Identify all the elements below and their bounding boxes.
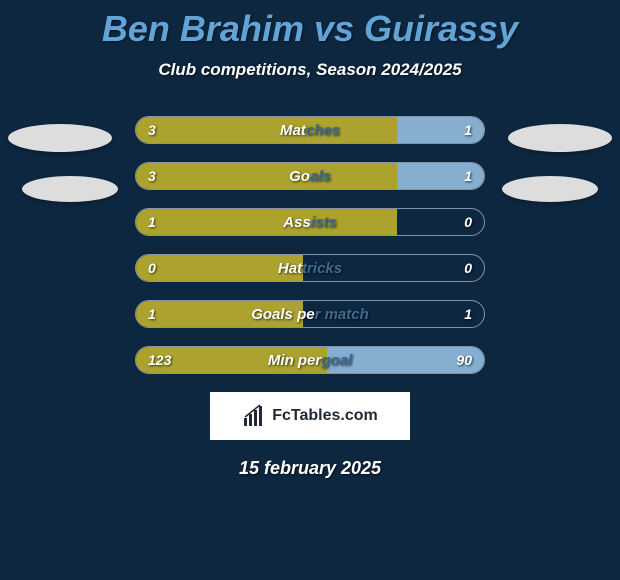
stat-label-right-part: r match: [315, 306, 369, 323]
stat-label-right-part: ists: [311, 214, 337, 231]
stat-label-left-part: Hat: [278, 260, 302, 277]
stat-row: 00Hattricks: [135, 254, 485, 282]
stat-label-left-part: Ass: [283, 214, 311, 231]
stat-label-left-part: Min per: [268, 352, 321, 369]
stat-row: 11Goals per match: [135, 300, 485, 328]
comparison-bars: 31Matches 31Goals 10Assists 00Hattricks 11Go…: [135, 116, 485, 374]
player-right-badge-2: [502, 176, 598, 202]
stat-label: Goals: [136, 163, 484, 189]
stat-label-left-part: Goals pe: [251, 306, 314, 323]
stat-row: 31Matches: [135, 116, 485, 144]
brand-box: FcTables.com: [210, 392, 410, 440]
stat-label-left-part: Go: [289, 168, 310, 185]
stat-row: 10Assists: [135, 208, 485, 236]
player-right-badge-1: [508, 124, 612, 152]
stat-label-right-part: als: [310, 168, 331, 185]
stat-label-right-part: ches: [306, 122, 340, 139]
stat-row: 12390Min per goal: [135, 346, 485, 374]
page-title: Ben Brahim vs Guirassy: [0, 0, 620, 50]
stat-label-right-part: goal: [321, 352, 352, 369]
stat-label: Hattricks: [136, 255, 484, 281]
player-left-badge-1: [8, 124, 112, 152]
player-left-badge-2: [22, 176, 118, 202]
brand-text: FcTables.com: [272, 407, 378, 425]
fctables-logo-icon: [242, 404, 266, 428]
stat-label: Assists: [136, 209, 484, 235]
stat-label: Min per goal: [136, 347, 484, 373]
stat-row: 31Goals: [135, 162, 485, 190]
stat-label-right-part: tricks: [302, 260, 342, 277]
page-subtitle: Club competitions, Season 2024/2025: [0, 60, 620, 80]
stat-label: Goals per match: [136, 301, 484, 327]
stat-label: Matches: [136, 117, 484, 143]
date-text: 15 february 2025: [0, 458, 620, 479]
stat-label-left-part: Mat: [280, 122, 306, 139]
